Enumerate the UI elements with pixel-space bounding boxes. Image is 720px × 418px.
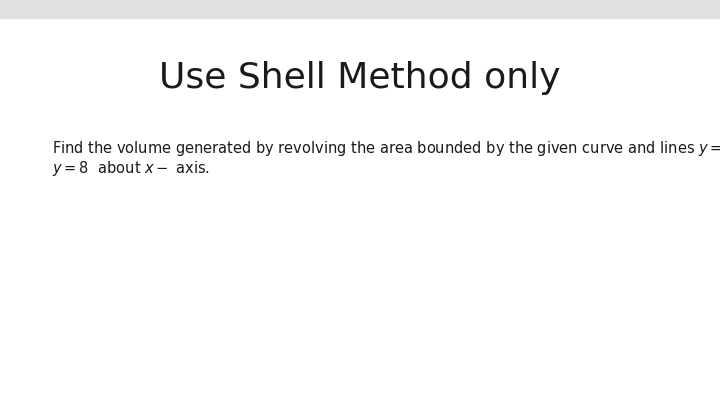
Bar (0, 0, 720, 18)
Text: $y = 8$  about $x -$ axis.: $y = 8$ about $x -$ axis. (52, 158, 210, 178)
Text: Find the volume generated by revolving the area bounded by the given curve and l: Find the volume generated by revolving t… (52, 137, 720, 159)
Text: Use Shell Method only: Use Shell Method only (159, 61, 561, 95)
